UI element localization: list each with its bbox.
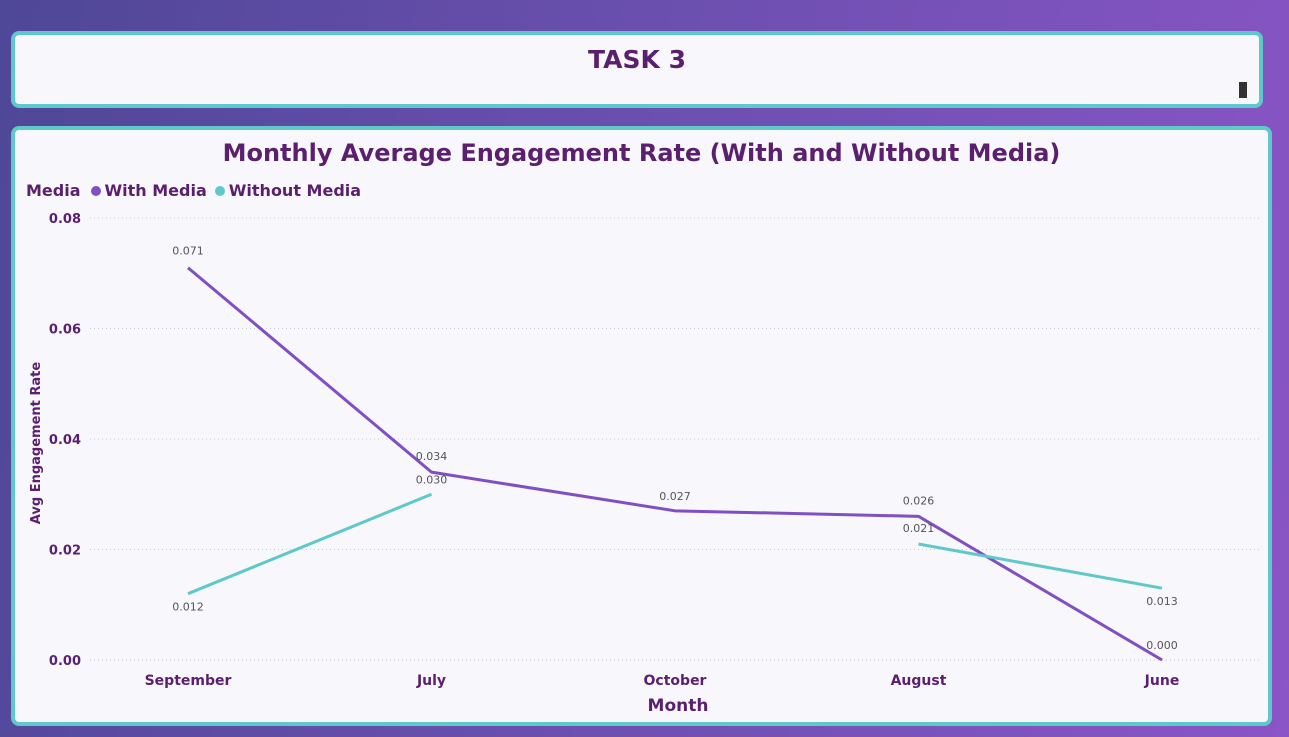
legend-label-with-media: With Media (104, 181, 207, 200)
legend-item-with-media[interactable]: With Media (90, 181, 207, 200)
series-line-without-media (187, 492, 433, 596)
y-tick-label: 0.08 (49, 212, 81, 227)
data-label: 0.026 (903, 494, 935, 507)
x-axis-title: Month (648, 696, 709, 716)
data-label: 0.012 (172, 601, 204, 614)
series-line-with-media (187, 266, 1163, 662)
y-tick-label: 0.06 (49, 323, 81, 338)
data-label: 0.030 (416, 473, 448, 486)
chart-title: Monthly Average Engagement Rate (With an… (222, 139, 1061, 167)
x-tick-label: August (891, 673, 947, 689)
chart-card: Monthly Average Engagement Rate (With an… (11, 126, 1272, 726)
x-tick-label: July (416, 673, 446, 689)
x-tick-label: September (145, 673, 232, 689)
line-chart: 0.00 0.02 0.04 0.06 0.08 September July October… (29, 212, 1262, 716)
data-label: 0.027 (659, 490, 691, 503)
with-media-dot-icon (90, 185, 101, 196)
legend-title: Media (26, 181, 81, 200)
legend-item-without-media[interactable]: Without Media (214, 181, 362, 200)
y-tick-label: 0.00 (49, 654, 81, 669)
data-label: 0.013 (1146, 595, 1178, 608)
y-tick-label: 0.02 (49, 544, 81, 559)
data-label: 0.000 (1146, 639, 1178, 652)
x-tick-label: June (1144, 673, 1180, 689)
page-title: TASK 3 (588, 45, 686, 74)
title-card: TASK 3 (11, 31, 1263, 108)
resize-handle[interactable] (1239, 82, 1247, 98)
data-label: 0.021 (903, 522, 935, 535)
legend: Media With Media Without Media (26, 181, 369, 200)
y-tick-label: 0.04 (49, 433, 81, 448)
legend-label-without-media: Without Media (228, 181, 362, 200)
data-label: 0.071 (172, 245, 204, 258)
without-media-dot-icon (214, 185, 225, 196)
series-line-without-media (918, 542, 1163, 590)
x-tick-label: October (644, 673, 707, 689)
y-axis-title: Avg Engagement Rate (29, 362, 44, 525)
data-label: 0.034 (416, 450, 448, 463)
